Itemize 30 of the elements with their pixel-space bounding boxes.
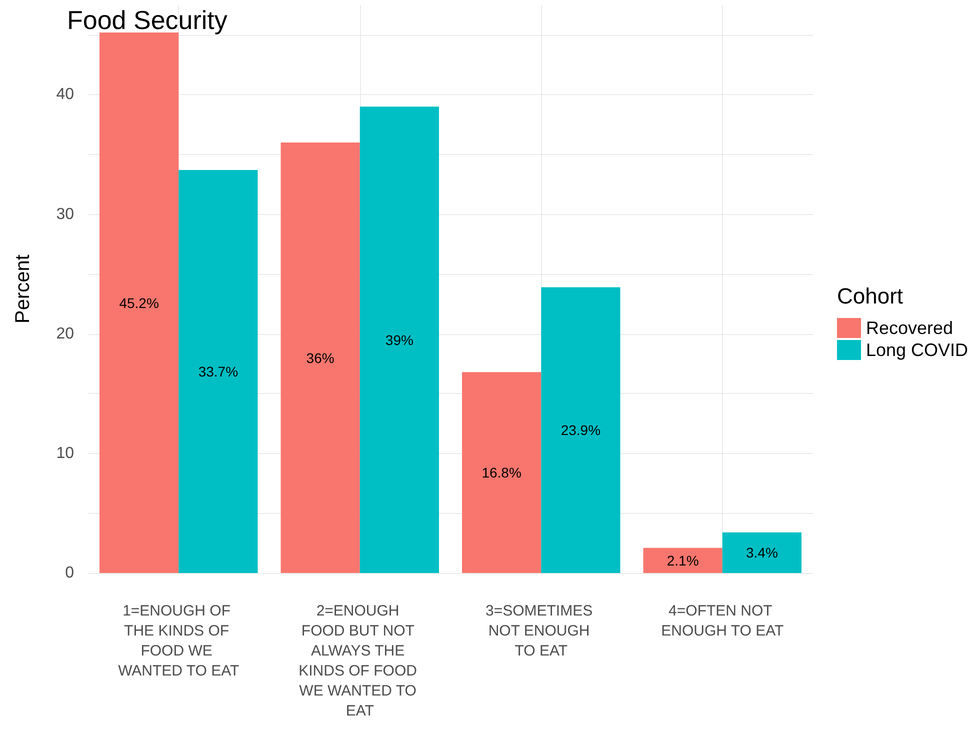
bar <box>541 287 620 573</box>
data-label: 23.9% <box>560 422 601 438</box>
legend-label: Recovered <box>866 318 954 338</box>
x-tick-label: 3=SOMETIMES NOT ENOUGH TO EAT <box>485 602 597 660</box>
data-label: 39% <box>385 332 414 348</box>
x-tick-label: 4=OFTEN NOT ENOUGH TO EAT <box>661 602 784 640</box>
data-label: 3.4% <box>746 544 778 561</box>
y-tick-label: 0 <box>65 564 74 582</box>
y-tick-label: 40 <box>56 86 74 104</box>
y-axis-title: Percent <box>12 254 34 324</box>
data-label: 45.2% <box>119 294 159 311</box>
bar <box>722 532 802 573</box>
data-label: 2.1% <box>666 552 699 568</box>
bar <box>178 170 258 573</box>
chart-title: Food Security <box>67 5 228 35</box>
y-tick-label: 30 <box>56 206 74 223</box>
bar <box>462 372 542 573</box>
data-label: 36% <box>306 350 334 366</box>
bar <box>100 32 179 573</box>
data-label: 33.7% <box>198 364 238 380</box>
bar <box>643 548 722 573</box>
data-label: 16.8% <box>482 464 522 481</box>
bar <box>360 106 439 573</box>
bar <box>280 142 360 573</box>
x-tick-label: 2=ENOUGH FOOD BUT NOT ALWAYS THE KINDS OF FOOD WE WANTED TO EAT <box>298 602 422 720</box>
x-tick-label: 1=ENOUGH OF THE KINDS OF FOOD WE WANTED TO EAT <box>118 602 240 680</box>
y-tick-label: 10 <box>56 444 74 462</box>
legend-title: Cohort <box>837 284 904 308</box>
y-tick-label: 20 <box>56 325 74 342</box>
legend-label: Long COVID <box>866 340 968 360</box>
